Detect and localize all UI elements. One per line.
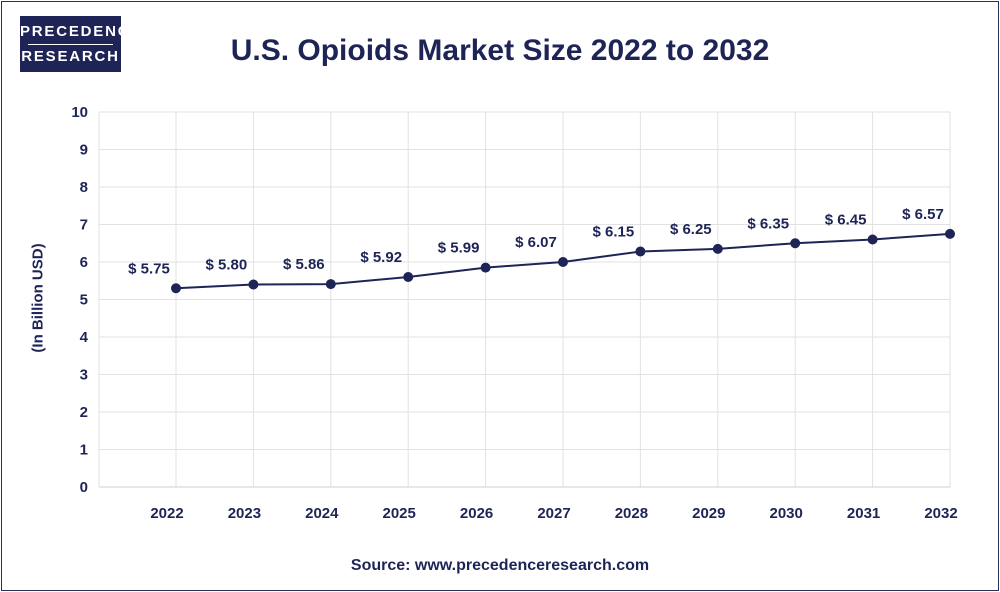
data-point — [945, 228, 955, 239]
data-label: $ 6.15 — [593, 224, 635, 241]
x-tick-label: 2032 — [924, 505, 957, 522]
y-tick-label: 3 — [80, 367, 88, 384]
y-tick-label: 9 — [80, 142, 88, 159]
x-tick-label: 2027 — [537, 505, 570, 522]
x-tick-label: 2028 — [615, 505, 648, 522]
y-tick-label: 6 — [80, 254, 88, 271]
x-tick-label: 2023 — [228, 505, 261, 522]
x-tick-label: 2022 — [150, 505, 183, 522]
y-tick-label: 1 — [80, 442, 88, 459]
data-point — [480, 262, 491, 273]
data-point — [558, 257, 568, 267]
y-tick-label: 7 — [80, 217, 88, 234]
data-labels: $ 5.75 $ 5.80 $ 5.86 $ 5.92 $ 5.99 $ 6.07 $ 6.… — [128, 206, 944, 277]
data-point — [325, 279, 336, 290]
data-point — [171, 283, 181, 294]
x-tick-label: 2025 — [383, 505, 416, 522]
data-point — [248, 279, 259, 290]
data-label: $ 6.25 — [670, 221, 712, 238]
data-label: $ 5.92 — [360, 249, 402, 266]
data-point — [403, 272, 414, 282]
y-tick-label: 4 — [80, 329, 89, 346]
x-tick-label: 2026 — [460, 505, 493, 522]
x-tick-label: 2029 — [692, 505, 725, 522]
x-tick-label: 2024 — [305, 505, 339, 522]
y-tick-label: 10 — [71, 104, 88, 121]
data-point — [635, 246, 646, 257]
chart-title: U.S. Opioids Market Size 2022 to 2032 — [230, 34, 770, 67]
brand-logo: PRECEDENCE RESEARCH — [20, 16, 143, 72]
brand-logo-line-1: PRECEDENCE — [20, 23, 143, 40]
data-point — [867, 234, 878, 245]
brand-logo-divider — [28, 44, 113, 45]
axis-ticks: 0 1 2 3 4 5 6 7 8 9 10 2022 2023 2024 2025 2026 2027 2028… — [71, 104, 957, 522]
y-tick-label: 8 — [80, 179, 88, 196]
data-label: $ 6.35 — [747, 215, 789, 232]
data-label: $ 5.99 — [438, 240, 480, 257]
brand-logo-line-2: RESEARCH — [21, 48, 120, 65]
data-label: $ 6.07 — [515, 234, 557, 251]
data-label: $ 5.86 — [283, 256, 325, 273]
y-tick-label: 0 — [80, 479, 88, 496]
y-tick-label: 2 — [80, 404, 88, 421]
data-label: $ 5.75 — [128, 260, 170, 277]
source-credit: Source: www.precedenceresearch.com — [350, 557, 650, 574]
data-point — [712, 243, 723, 254]
data-label: $ 6.45 — [825, 212, 867, 229]
gridlines — [98, 111, 951, 488]
data-label: $ 6.57 — [902, 206, 944, 223]
data-label: $ 5.80 — [206, 257, 248, 274]
data-points — [171, 228, 955, 294]
x-tick-label: 2031 — [847, 505, 880, 522]
y-tick-label: 5 — [80, 292, 88, 309]
data-point — [790, 238, 801, 249]
x-tick-label: 2030 — [770, 505, 803, 522]
